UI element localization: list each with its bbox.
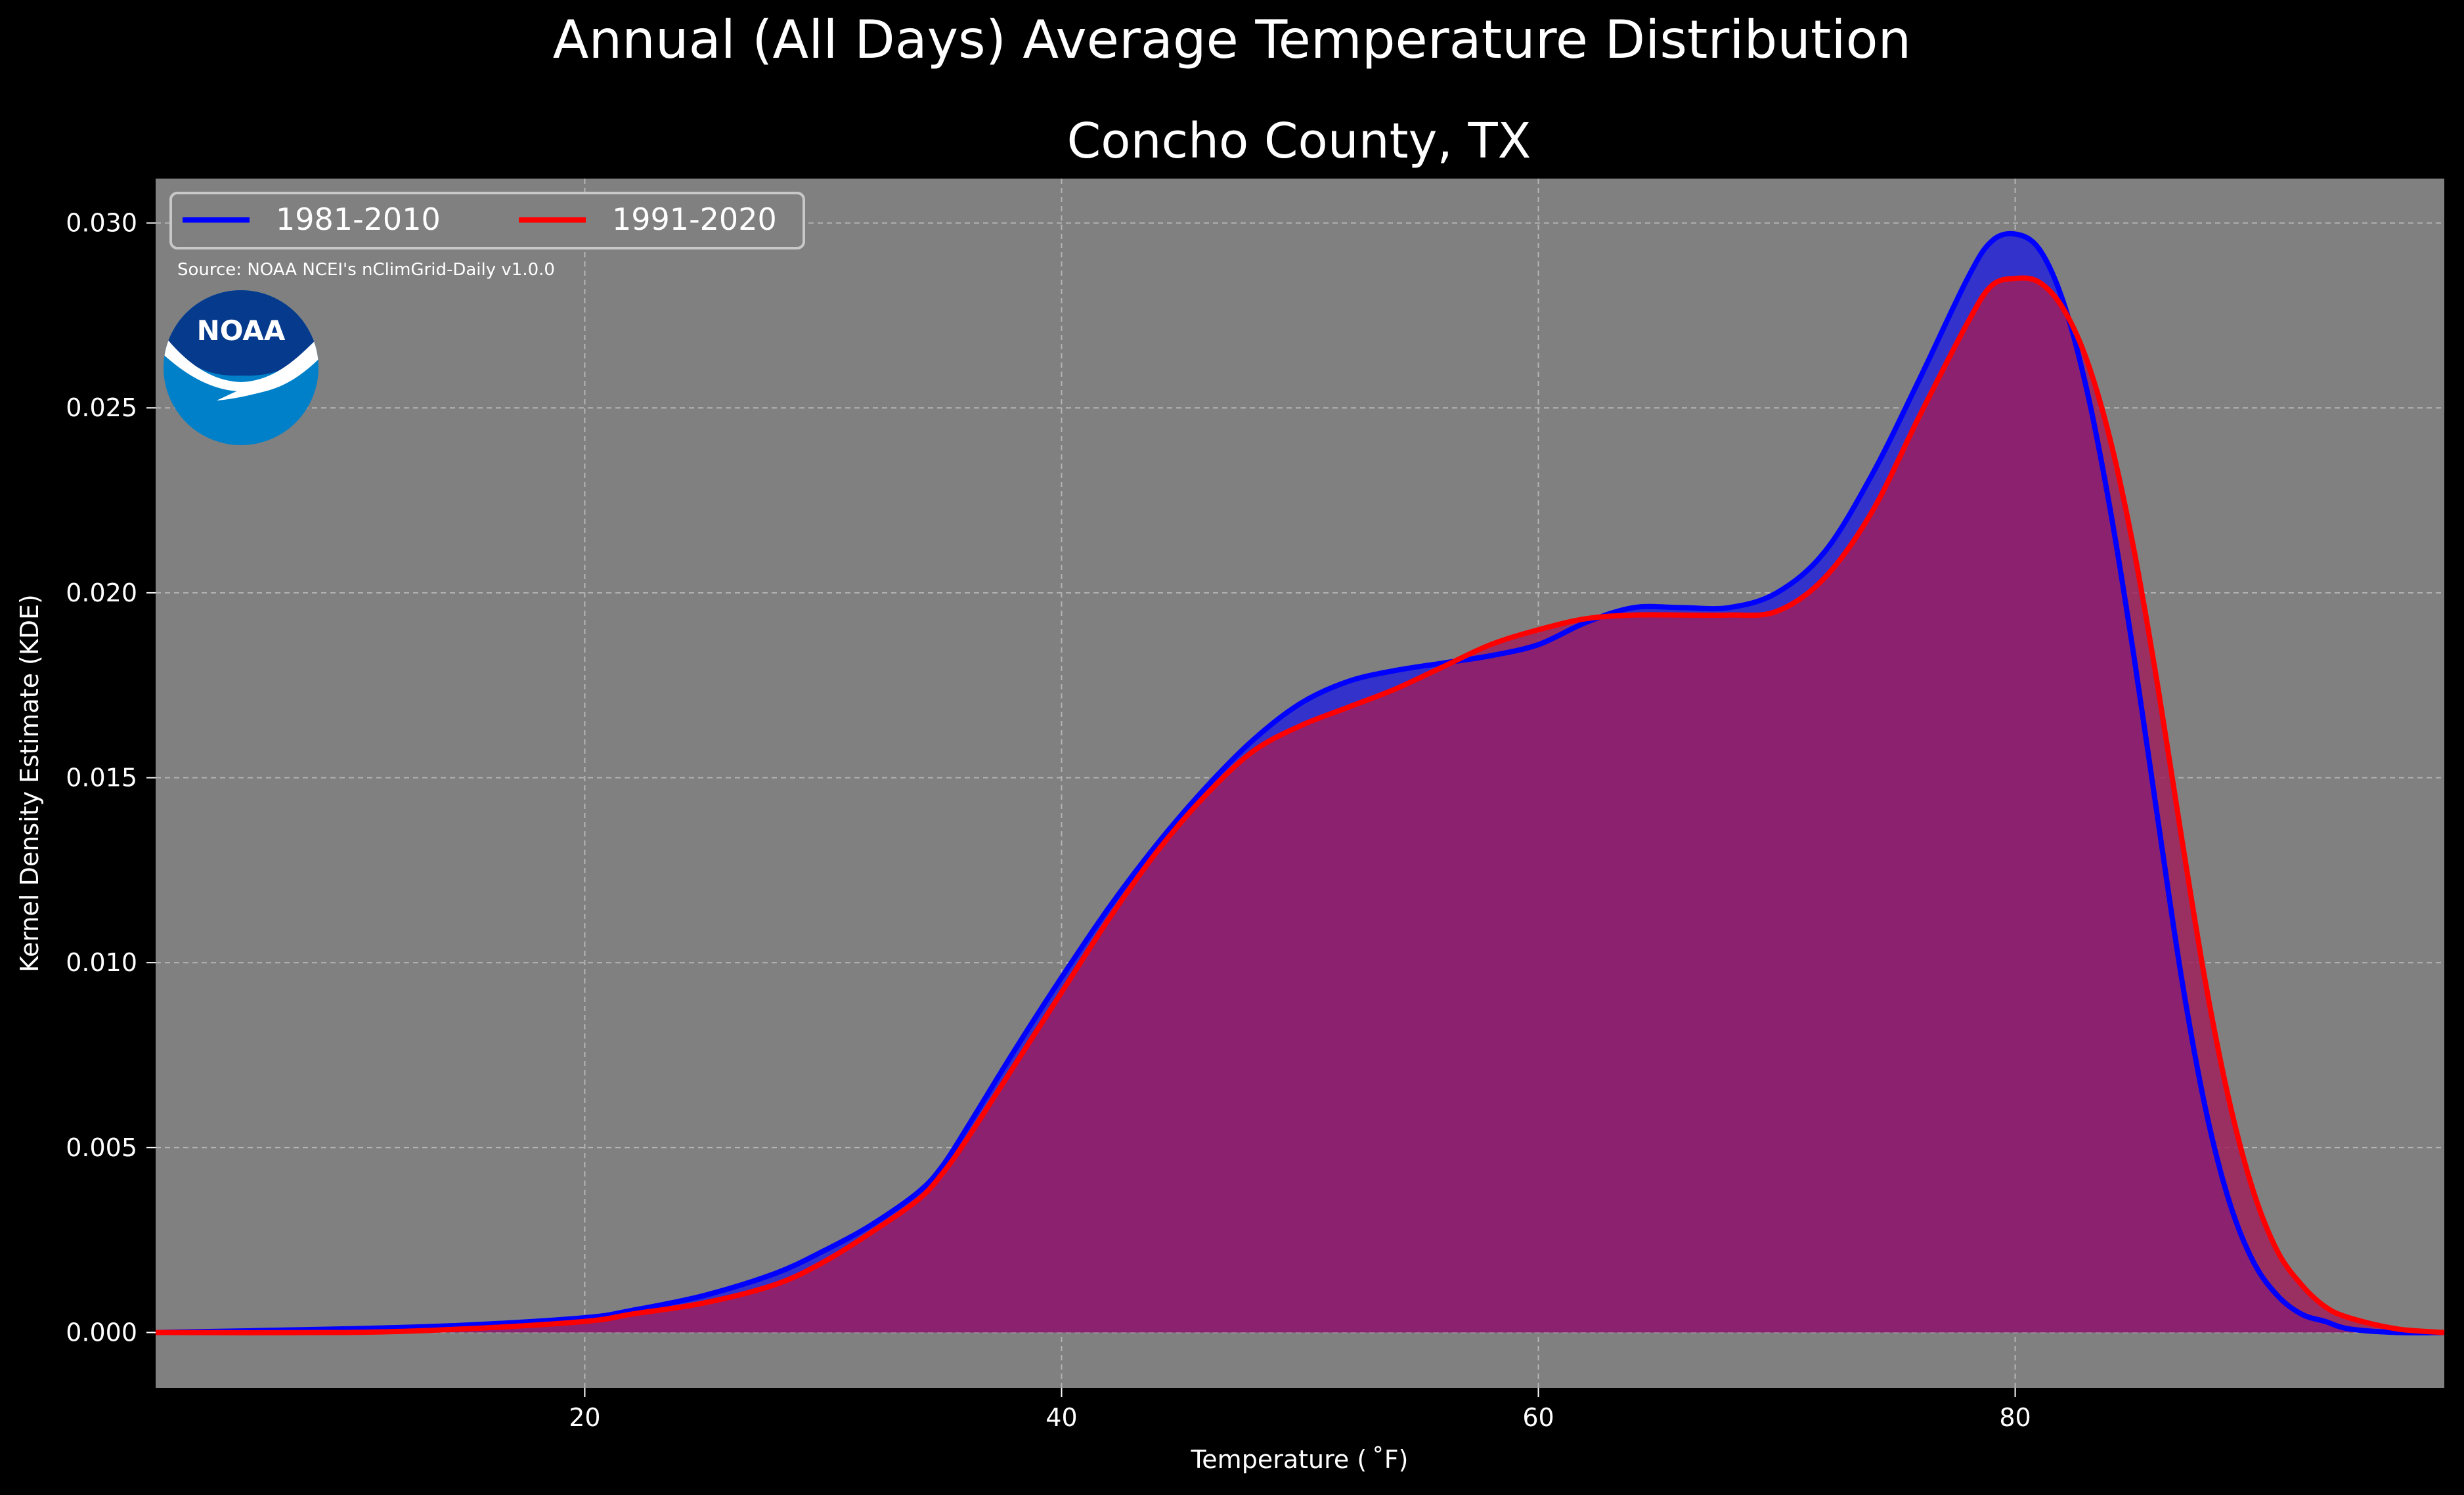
x-tick-label: 20 — [569, 1403, 600, 1432]
x-tick-label: 40 — [1045, 1403, 1077, 1432]
logo-text: NOAA — [197, 314, 286, 347]
y-tick-label: 0.020 — [66, 578, 137, 607]
y-tick-label: 0.005 — [66, 1133, 137, 1162]
legend-frame — [169, 192, 805, 249]
series-layer — [155, 230, 2445, 1335]
area-fill-1991-2020 — [156, 278, 2444, 1333]
y-axis-label: Kernel Density Estimate (KDE) — [15, 594, 44, 972]
legend-label-1991-2020: 1991-2020 — [612, 202, 777, 237]
y-tick-label: 0.000 — [66, 1318, 137, 1347]
logo-top — [164, 290, 319, 376]
source-note: Source: NOAA NCEI's nClimGrid-Daily v1.0… — [177, 260, 555, 280]
y-tick-label: 0.030 — [66, 209, 137, 238]
x-tick-label: 80 — [1999, 1403, 2031, 1432]
logo-seagull — [164, 327, 319, 401]
noaa-logo-icon: NOAA — [164, 290, 319, 445]
y-tick-label: 0.015 — [66, 764, 137, 792]
legend: 1981-2010 1991-2020 — [169, 192, 805, 249]
axes: 20 40 60 80 0.000 0.005 0.010 0.015 0.020 0.025 0.… — [66, 209, 2031, 1432]
x-axis-label: Temperature ( ˚F) — [1191, 1445, 1409, 1474]
series-line-1991-2020 — [155, 275, 2445, 1335]
y-tick-label: 0.025 — [66, 393, 137, 422]
chart-title: Annual (All Days) Average Temperature Di… — [553, 9, 1911, 70]
legend-label-1981-2010: 1981-2010 — [276, 202, 441, 237]
chart-subtitle: Concho County, TX — [1067, 113, 1531, 169]
x-tick-label: 60 — [1522, 1403, 1554, 1432]
y-tick-label: 0.010 — [66, 948, 137, 977]
series-line-1981-2010 — [155, 230, 2445, 1335]
